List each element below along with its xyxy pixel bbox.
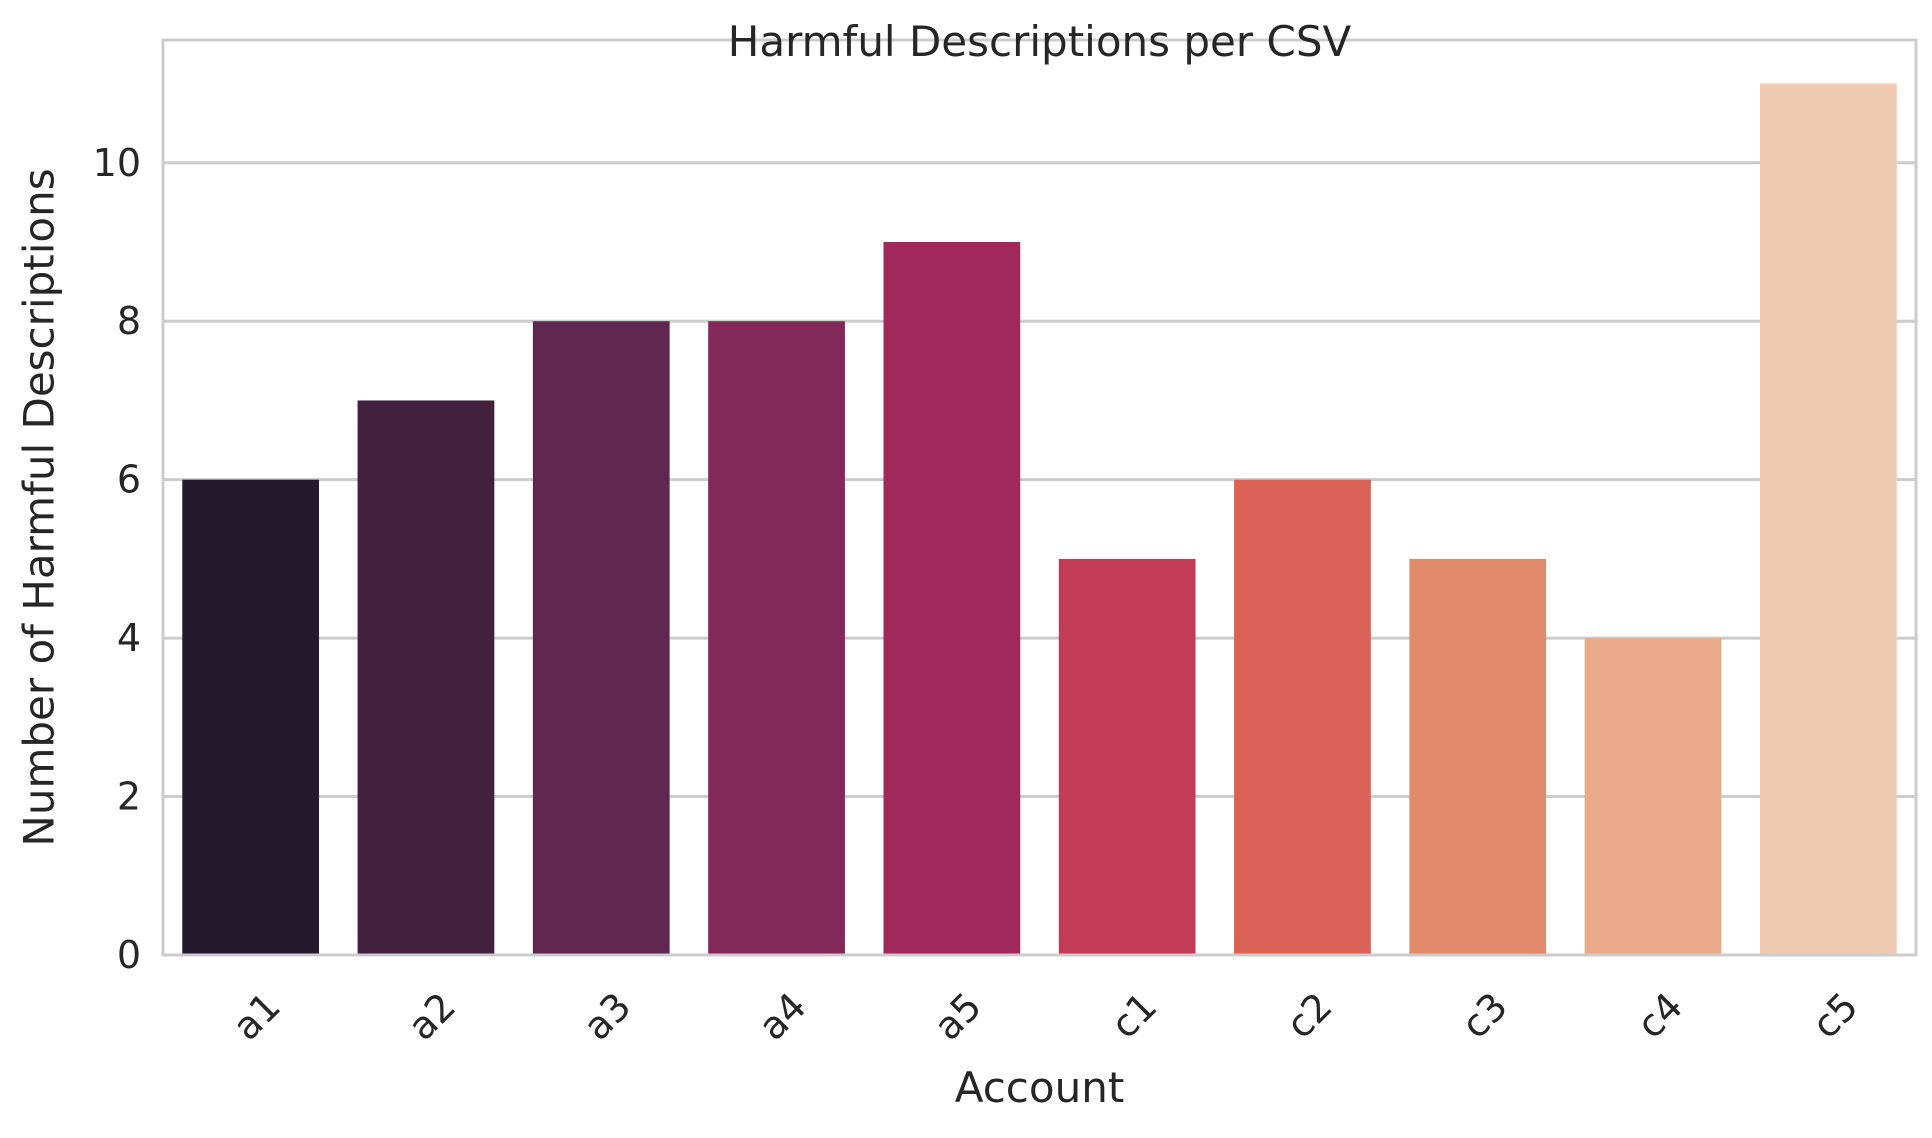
y-tick-labels: 0 2 4 6 8 10 xyxy=(93,141,141,977)
y-tick-label: 10 xyxy=(93,141,141,185)
bar-a3 xyxy=(532,321,670,955)
bars xyxy=(182,83,1897,956)
y-axis-label: Number of Harmful Descriptions xyxy=(15,168,64,846)
bar-a1 xyxy=(182,479,320,955)
y-tick-label: 4 xyxy=(117,616,141,660)
bar-a2 xyxy=(357,400,495,955)
bar-c2 xyxy=(1234,479,1371,955)
x-axis-label: Account xyxy=(955,1063,1125,1112)
y-tick-label: 0 xyxy=(117,933,141,977)
bar-c3 xyxy=(1409,558,1547,955)
y-tick-label: 8 xyxy=(117,299,141,343)
bar-a5 xyxy=(883,242,1021,955)
y-tick-label: 6 xyxy=(117,458,141,502)
bar-a4 xyxy=(708,321,845,955)
bar-c1 xyxy=(1058,558,1196,955)
y-tick-label: 2 xyxy=(117,775,141,819)
chart-title: Harmful Descriptions per CSV xyxy=(728,17,1352,66)
plot-frame xyxy=(161,38,1918,957)
bar-c4 xyxy=(1584,638,1722,955)
bar-c5 xyxy=(1759,83,1897,956)
